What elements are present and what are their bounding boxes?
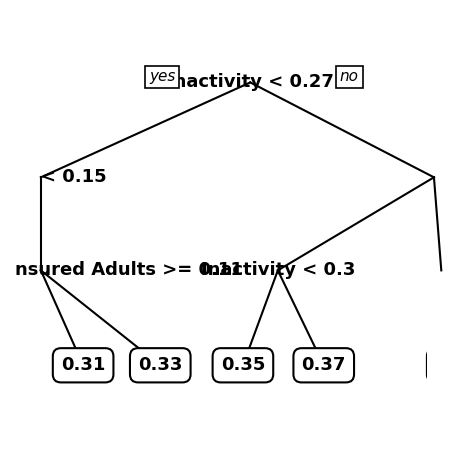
Text: 0.31: 0.31: [61, 356, 105, 374]
Text: 0: 0: [435, 356, 447, 374]
Text: 0.35: 0.35: [221, 356, 265, 374]
Text: no: no: [340, 70, 359, 84]
Text: 0.37: 0.37: [301, 356, 346, 374]
Text: yes: yes: [149, 70, 175, 84]
Text: nsured Adults >= 0.11: nsured Adults >= 0.11: [15, 261, 243, 279]
Text: 0.33: 0.33: [138, 356, 182, 374]
Text: Inactivity < 0.3: Inactivity < 0.3: [201, 261, 355, 279]
Text: Inactiv: Inactiv: [434, 168, 474, 186]
Text: I: I: [445, 261, 452, 279]
Text: Inactivity < 0.27: Inactivity < 0.27: [167, 73, 334, 91]
Text: < 0.15: < 0.15: [41, 168, 107, 186]
